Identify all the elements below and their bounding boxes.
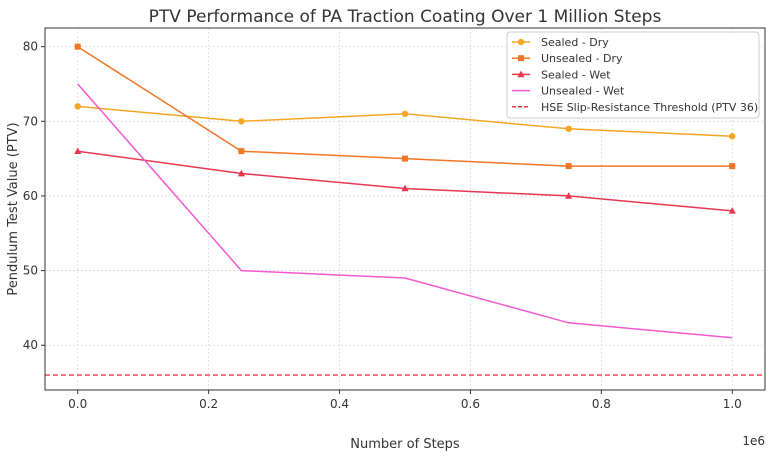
y-tick-label: 60 (23, 189, 38, 203)
legend-label: HSE Slip-Resistance Threshold (PTV 36) (541, 101, 758, 114)
x-tick-label: 0.0 (68, 397, 87, 411)
y-tick-label: 80 (23, 40, 38, 54)
data-point (728, 207, 736, 214)
legend: Sealed - Dry Unsealed - Dry Sealed - Wet Un… (506, 31, 760, 119)
data-point (565, 192, 573, 199)
data-point (74, 103, 81, 110)
data-point (74, 43, 81, 50)
y-tick-label: 50 (23, 264, 38, 278)
legend-label: Sealed - Dry (541, 36, 609, 49)
data-point (402, 155, 408, 162)
plot-frame (44, 27, 766, 391)
legend-label: Unsealed - Dry (541, 52, 623, 65)
y-tick-label: 70 (23, 114, 38, 128)
y-axis: 40 50 60 70 80 (23, 40, 45, 352)
legend-item-hse-slip-resistance-threshold-ptv-36: HSE Slip-Resistance Threshold (PTV 36) (512, 101, 758, 114)
legend-marker (517, 70, 525, 78)
legend-box (506, 31, 760, 119)
legend-item-unsealed-dry: Unsealed - Dry (512, 52, 623, 65)
series-layer (45, 43, 765, 376)
legend-item-unsealed-wet: Unsealed - Wet (512, 85, 625, 98)
legend-item-sealed-wet: Sealed - Wet (512, 68, 611, 81)
data-point (238, 118, 245, 125)
series-unsealed-dry (74, 43, 736, 170)
data-point (565, 163, 572, 170)
data-point (729, 133, 736, 140)
y-tick-label: 40 (23, 338, 38, 352)
data-point (729, 163, 736, 170)
legend-marker (518, 55, 524, 62)
x-tick-label: 0.4 (330, 397, 349, 411)
data-point (401, 184, 409, 192)
chart-title: PTV Performance of PA Traction Coating O… (149, 7, 662, 27)
y-axis-label: Pendulum Test Value (PTV) (6, 122, 21, 295)
legend-marker (517, 38, 525, 46)
data-point (237, 169, 245, 177)
data-point (565, 125, 572, 132)
data-point (74, 147, 82, 154)
legend-item-sealed-dry: Sealed - Dry (512, 36, 609, 49)
series-line (77, 83, 733, 339)
x-axis-label: Number of Steps (350, 437, 460, 452)
legend-label: Sealed - Wet (541, 68, 611, 81)
data-point (401, 110, 409, 118)
data-point (238, 148, 245, 155)
x-offset-label: 1e6 (742, 434, 765, 448)
x-tick-label: 0.6 (461, 397, 480, 411)
x-tick-label: 1.0 (723, 397, 742, 411)
x-tick-label: 0.2 (199, 397, 218, 411)
x-axis: 0.0 0.2 0.4 0.6 0.8 1.0 (68, 390, 742, 411)
legend-label: Unsealed - Wet (541, 85, 625, 98)
x-tick-label: 0.8 (592, 397, 611, 411)
series-unsealed-wet (77, 83, 733, 339)
series-sealed-wet (74, 147, 736, 214)
